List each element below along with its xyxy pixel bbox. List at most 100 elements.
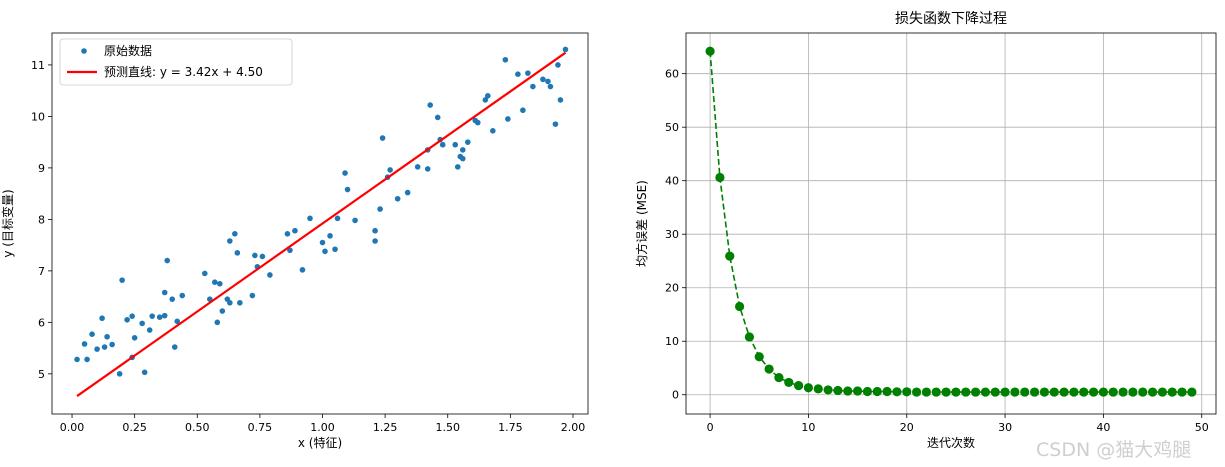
loss-point — [1069, 387, 1079, 397]
loss-point — [813, 384, 823, 394]
x-tick-label: 40 — [1096, 421, 1110, 434]
data-point — [424, 166, 431, 172]
loss-point — [784, 377, 794, 388]
loss-point — [1128, 387, 1138, 397]
data-point — [372, 238, 378, 244]
data-point — [259, 253, 266, 260]
y-tick-label: 6 — [38, 316, 45, 329]
data-point — [116, 371, 123, 377]
data-point — [505, 116, 511, 122]
data-point — [439, 141, 446, 148]
data-point — [212, 279, 218, 285]
loss-point — [1079, 387, 1089, 397]
loss-point — [1147, 387, 1158, 397]
data-point — [119, 277, 125, 283]
loss-point — [980, 387, 991, 397]
loss-point — [902, 387, 912, 397]
data-point — [94, 346, 100, 352]
loss-point — [872, 386, 882, 397]
data-point — [454, 164, 461, 170]
loss-point — [1010, 387, 1020, 397]
loss-point — [961, 387, 971, 397]
legend-label-scatter: 原始数据 — [104, 43, 152, 58]
plot-frame — [51, 32, 589, 415]
data-point — [146, 327, 153, 333]
loss-point — [852, 386, 863, 396]
loss-point — [764, 364, 774, 374]
data-point — [387, 167, 393, 173]
data-point — [74, 356, 80, 363]
data-point — [545, 78, 551, 85]
loss-point — [705, 46, 715, 56]
data-point — [81, 341, 88, 347]
chart-title: 损失函数下降过程 — [895, 11, 1007, 27]
data-point — [284, 230, 291, 237]
data-point — [414, 164, 421, 170]
data-point — [464, 139, 471, 145]
legend-label-line: 预测直线: y = 3.42x + 4.50 — [104, 65, 263, 79]
loss-point — [843, 386, 853, 396]
loss-point — [1059, 387, 1069, 397]
loss-point — [1157, 387, 1168, 397]
loss-point — [1039, 387, 1050, 397]
data-point — [129, 313, 135, 319]
x-tick-label: 1.50 — [435, 421, 460, 434]
data-point — [555, 62, 561, 68]
loss-point — [990, 387, 1000, 397]
data-point — [482, 97, 489, 103]
loss-point — [951, 387, 961, 397]
data-point — [434, 114, 441, 121]
data-point — [404, 189, 411, 196]
x-tick-label: 10 — [801, 421, 815, 434]
data-point — [101, 344, 108, 350]
loss-point — [1108, 387, 1118, 397]
loss-point — [970, 387, 981, 397]
data-point — [161, 289, 168, 296]
loss-point — [725, 251, 735, 261]
data-point — [287, 247, 293, 254]
data-point — [490, 128, 496, 134]
data-point — [139, 320, 145, 327]
loss-point — [1088, 387, 1099, 397]
x-tick-label: 0.25 — [122, 421, 147, 434]
data-point — [249, 292, 256, 299]
data-point — [99, 315, 105, 322]
data-point — [217, 280, 223, 287]
data-point — [164, 257, 171, 264]
data-point — [234, 250, 241, 256]
loss-point — [744, 332, 755, 342]
data-point — [319, 239, 326, 246]
x-tick-label: 1.00 — [310, 421, 335, 434]
data-point — [502, 56, 509, 63]
data-point — [171, 344, 178, 350]
loss-point — [1118, 387, 1128, 397]
data-point — [179, 292, 186, 299]
loss-point — [1029, 387, 1040, 397]
y-axis-title: 均方误差 (MSE) — [634, 180, 649, 267]
data-point — [557, 97, 564, 103]
loss-point — [803, 383, 814, 393]
data-point — [525, 70, 531, 76]
x-tick-label: 0 — [707, 421, 714, 434]
data-point — [540, 76, 546, 83]
loss-point — [941, 387, 951, 397]
y-tick-label: 0 — [672, 389, 679, 402]
data-point — [161, 312, 168, 319]
loss-point — [931, 387, 941, 397]
loss-point — [734, 301, 745, 312]
y-axis-title: y (目标变量) — [0, 189, 15, 257]
data-point — [141, 369, 148, 376]
y-tick-label: 10 — [31, 110, 45, 123]
y-tick-label: 40 — [665, 175, 679, 188]
x-tick-label: 0.50 — [185, 421, 210, 434]
data-point — [327, 233, 333, 239]
regression-scatter-chart: 0.00 0.25 0.50 0.75 1.00 1.25 1.50 1.75 2.00 5 6 7 8… — [0, 32, 589, 450]
y-tick-label: 10 — [665, 335, 679, 348]
data-point — [156, 314, 163, 321]
x-tick-label: 30 — [998, 421, 1012, 434]
data-point — [232, 230, 238, 237]
data-point — [169, 296, 176, 302]
data-point — [252, 252, 258, 259]
data-point — [377, 206, 383, 212]
